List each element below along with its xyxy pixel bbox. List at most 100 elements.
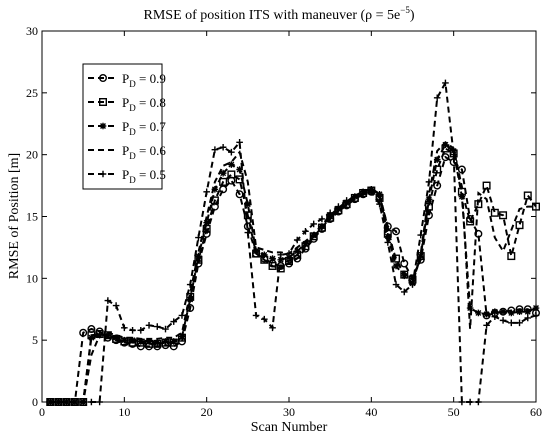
legend: PD = 0.9 PD = 0.8 PD = 0.7 PD = 0.6 PD = 0.5 bbox=[82, 63, 166, 190]
data-point bbox=[219, 177, 228, 186]
data-point bbox=[466, 304, 474, 312]
data-point bbox=[392, 254, 401, 263]
data-point bbox=[483, 322, 490, 329]
data-point bbox=[104, 331, 112, 339]
data-point bbox=[433, 156, 441, 163]
data-point bbox=[417, 231, 425, 239]
x-tick-label: 40 bbox=[365, 405, 377, 419]
data-point bbox=[178, 312, 186, 319]
data-point bbox=[450, 151, 457, 158]
y-tick-label: 5 bbox=[32, 333, 38, 347]
y-axis-label: RMSE of Position [m] bbox=[7, 153, 22, 279]
data-point bbox=[228, 161, 235, 168]
legend-label: PD = 0.8 bbox=[122, 95, 166, 113]
y-tick-label: 30 bbox=[26, 24, 38, 38]
data-point bbox=[532, 312, 540, 319]
data-point bbox=[343, 197, 350, 204]
x-tick-label: 10 bbox=[118, 405, 130, 419]
legend-label: PD = 0.5 bbox=[122, 167, 166, 185]
data-point bbox=[532, 202, 541, 211]
data-point bbox=[516, 308, 523, 316]
plot-area: 0 10 20 30 40 50 60 0 5 10 15 20 25 30 bbox=[26, 24, 542, 419]
data-point bbox=[195, 234, 202, 241]
data-point bbox=[55, 398, 62, 406]
data-point bbox=[153, 339, 161, 346]
data-point bbox=[219, 169, 227, 177]
data-point bbox=[376, 190, 383, 198]
data-point bbox=[261, 315, 268, 323]
data-point bbox=[98, 97, 107, 106]
data-point bbox=[104, 297, 112, 304]
data-point bbox=[211, 146, 219, 154]
data-point bbox=[88, 398, 95, 406]
data-point bbox=[293, 236, 301, 244]
data-point bbox=[318, 215, 326, 223]
data-point bbox=[236, 139, 243, 146]
data-point bbox=[302, 228, 309, 235]
data-point bbox=[269, 324, 276, 332]
data-point bbox=[137, 326, 145, 334]
data-point bbox=[252, 312, 260, 319]
data-point bbox=[121, 324, 128, 332]
series-layer bbox=[46, 79, 541, 407]
data-point bbox=[424, 202, 433, 211]
y-tick-label: 20 bbox=[26, 148, 38, 162]
legend-label: PD = 0.6 bbox=[122, 143, 166, 161]
data-point bbox=[63, 398, 70, 406]
data-point bbox=[475, 398, 482, 406]
data-point bbox=[252, 247, 260, 255]
data-point bbox=[219, 143, 227, 151]
data-point bbox=[524, 314, 532, 322]
data-point bbox=[310, 220, 317, 228]
data-point bbox=[499, 308, 507, 316]
chart-title: RMSE of position ITS with maneuver (ρ = … bbox=[144, 5, 415, 23]
data-point bbox=[491, 308, 499, 316]
y-tick-label: 15 bbox=[26, 210, 38, 224]
data-point bbox=[475, 309, 482, 317]
data-point bbox=[98, 73, 107, 82]
data-point bbox=[442, 79, 449, 87]
data-point bbox=[490, 208, 499, 217]
data-point bbox=[244, 229, 252, 236]
data-point bbox=[335, 203, 342, 210]
data-point bbox=[203, 188, 210, 196]
data-point bbox=[293, 247, 301, 255]
data-point bbox=[129, 326, 136, 334]
data-point bbox=[442, 141, 449, 149]
data-point bbox=[351, 193, 359, 201]
legend-entry: PD = 0.8 bbox=[88, 95, 166, 113]
data-point bbox=[186, 296, 194, 303]
data-point bbox=[46, 398, 54, 406]
data-point bbox=[99, 170, 107, 178]
x-tick-label: 60 bbox=[530, 405, 542, 419]
data-point bbox=[392, 227, 401, 236]
data-point bbox=[499, 317, 507, 324]
x-axis-label: Scan Number bbox=[251, 420, 328, 435]
data-point bbox=[524, 308, 532, 316]
data-point bbox=[137, 338, 145, 345]
data-point bbox=[425, 178, 433, 186]
data-point bbox=[203, 219, 210, 226]
data-point bbox=[285, 250, 293, 257]
legend-entry: PD = 0.7 bbox=[88, 119, 166, 137]
data-point bbox=[261, 251, 268, 259]
x-tick-label: 0 bbox=[39, 405, 45, 419]
data-point bbox=[145, 322, 153, 329]
data-point bbox=[170, 338, 178, 345]
y-tick-label: 0 bbox=[32, 395, 38, 409]
data-point bbox=[482, 181, 491, 190]
data-point bbox=[392, 281, 400, 288]
data-point bbox=[276, 264, 285, 273]
data-point bbox=[384, 232, 392, 240]
data-point bbox=[532, 304, 540, 312]
data-point bbox=[112, 334, 120, 341]
data-point bbox=[228, 148, 235, 156]
data-point bbox=[507, 252, 516, 261]
legend-items: PD = 0.9 PD = 0.8 PD = 0.7 PD = 0.6 PD = 0.5 bbox=[88, 71, 166, 185]
x-tick-label: 20 bbox=[201, 405, 213, 419]
data-point bbox=[491, 313, 499, 320]
data-point bbox=[466, 217, 475, 226]
series-5 bbox=[46, 79, 540, 406]
legend-entry: PD = 0.6 bbox=[88, 143, 166, 161]
